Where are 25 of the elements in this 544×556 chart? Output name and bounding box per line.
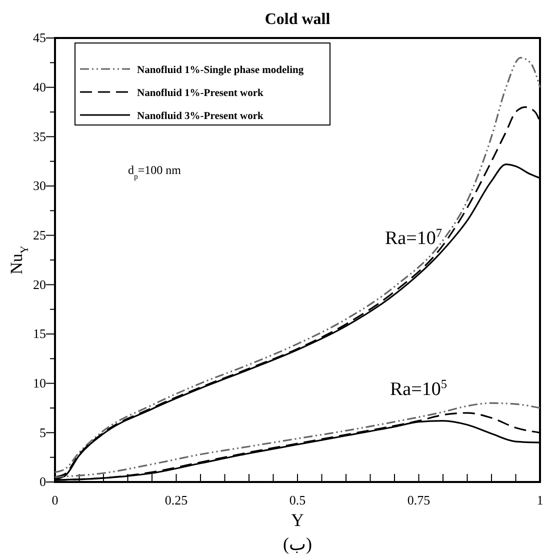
legend-label: Nanofluid 3%-Present work bbox=[137, 111, 264, 122]
line-series bbox=[54, 402, 541, 478]
y-tick-label: 40 bbox=[33, 79, 46, 94]
x-tick-label: 0.75 bbox=[407, 492, 430, 508]
annotation: Ra=10$^{7}$ bbox=[385, 226, 442, 249]
y-tick-label: 30 bbox=[33, 178, 46, 194]
x-tick-label: 0.5 bbox=[289, 492, 306, 508]
legend-label: Nanofluid 1%-Present work bbox=[137, 88, 264, 99]
legend-label: Nanofluid 1%-Single phase modeling bbox=[137, 65, 304, 76]
y-tick-label: 20 bbox=[33, 276, 46, 292]
annotation: Ra=10$^{5}$ bbox=[390, 377, 447, 400]
annotation: d$_{p}$=100 nm bbox=[128, 163, 182, 180]
y-tick-label: 25 bbox=[33, 227, 46, 242]
chart-title: Cold wall bbox=[264, 11, 331, 28]
y-tick-label: 10 bbox=[33, 375, 46, 390]
y-tick-label: 35 bbox=[33, 128, 46, 144]
y-tick-label: 15 bbox=[33, 326, 46, 342]
y-tick-label: 0 bbox=[40, 474, 46, 490]
x-tick-label: 0 bbox=[52, 492, 58, 508]
x-tick-label: 1 bbox=[536, 492, 544, 508]
text: (ب) bbox=[283, 534, 312, 554]
y-tick-label: 5 bbox=[40, 424, 46, 440]
x-axis-title: Y bbox=[291, 510, 304, 530]
y-tick-label: 45 bbox=[33, 30, 46, 46]
x-tick-label: 0.25 bbox=[164, 492, 188, 508]
